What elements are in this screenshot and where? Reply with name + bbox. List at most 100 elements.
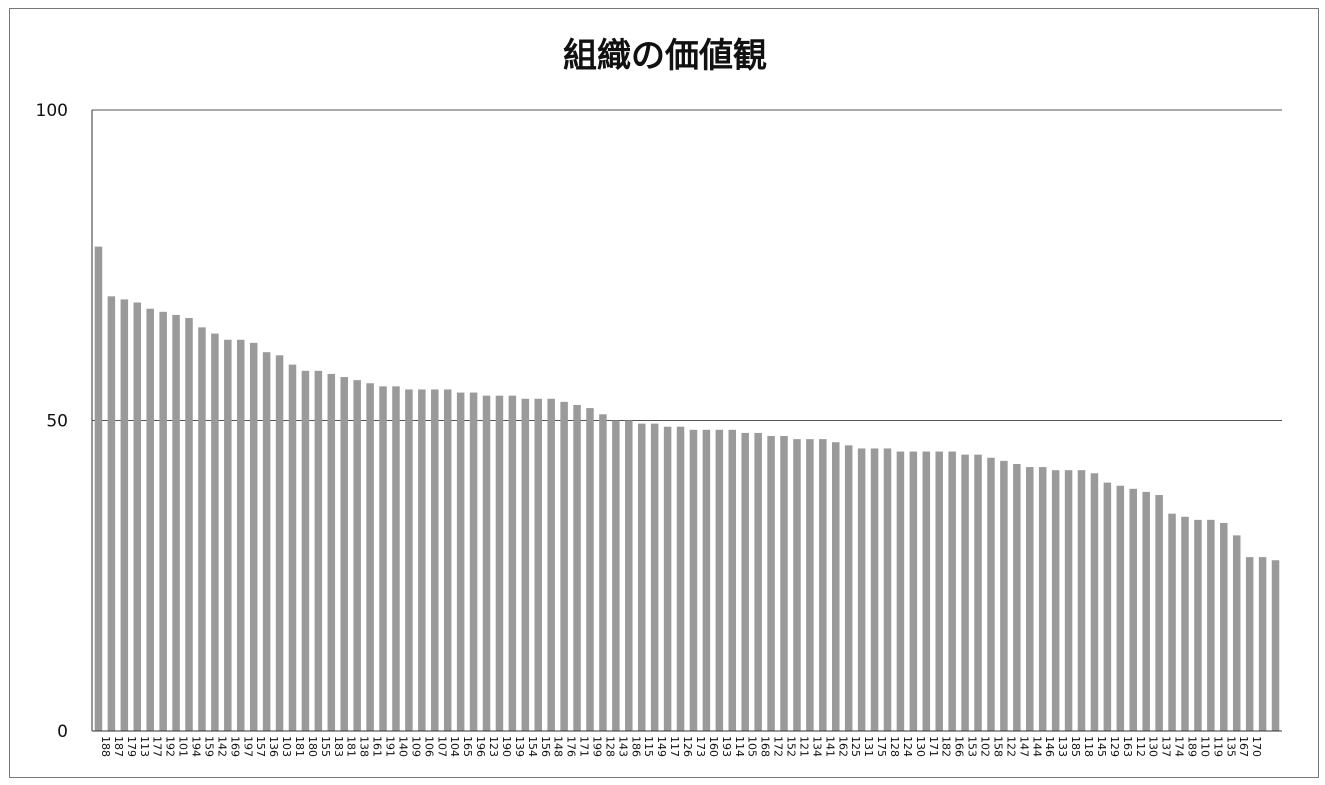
bar [521,398,530,731]
x-tick-label: 175 [875,736,888,757]
bar [249,342,258,731]
bar [1271,560,1280,731]
bar [612,420,620,731]
x-tick-label: 187 [112,736,125,757]
bar [961,454,969,731]
bar [353,380,361,731]
bar [870,448,879,731]
x-tick-label: 131 [862,736,875,757]
x-tick-label: 173 [694,736,707,757]
bar [1220,522,1228,731]
bar [844,445,853,731]
x-tick-label: 124 [901,736,914,757]
x-tick-label: 199 [590,736,603,757]
bar [637,423,646,731]
bar [728,429,737,731]
bar [262,352,271,731]
bar [159,311,167,731]
bar [275,355,284,731]
x-tick-label: 190 [500,736,513,757]
x-tick-label: 138 [358,736,371,757]
x-tick-label: 168 [759,736,772,757]
chart-title: 組織の価値観 [563,36,767,76]
x-tick-label: 135 [1224,736,1237,757]
x-tick-label: 122 [1004,736,1017,757]
bar [392,386,400,731]
bar [1026,467,1034,731]
x-tick-label: 140 [396,736,409,757]
bar [94,246,103,731]
x-tick-label: 159 [202,736,215,757]
bar [987,457,995,731]
bar [1051,470,1060,731]
x-tick-label: 161 [371,736,384,757]
bar [702,429,711,731]
bar [715,429,724,731]
x-tick-label: 143 [616,736,629,757]
bar [1013,463,1021,731]
bar [185,318,193,731]
bar [288,364,297,731]
x-tick-label: 114 [733,736,746,757]
x-tick-label: 102 [979,736,992,757]
x-tick-label: 146 [1043,736,1056,757]
x-tick-label: 152 [785,736,798,757]
bar [663,426,672,731]
grid-lines [92,109,1282,421]
bar [366,383,374,731]
bar [831,442,840,731]
x-tick-label: 144 [1030,736,1043,757]
bar [198,327,206,731]
bar [534,398,543,731]
bar [1245,557,1254,731]
x-tick-label: 129 [1108,736,1121,757]
bar [1090,473,1099,731]
bar [1103,482,1112,731]
bar [1207,519,1215,731]
x-tick-label: 115 [642,736,655,757]
y-axis-ticks: 100 50 0 [36,101,68,742]
x-tick-label: 118 [1082,736,1095,757]
bar [948,451,956,731]
bar [806,439,814,731]
x-tick-label: 165 [461,736,474,757]
bar [236,339,245,731]
x-tick-label: 149 [655,736,668,757]
x-tick-label: 189 [1185,736,1198,757]
bar [767,436,775,731]
bar [754,432,762,731]
bar [1258,557,1267,731]
bar [314,370,323,731]
x-tick-label: 170 [1250,736,1263,757]
x-tick-label: 154 [526,736,539,757]
x-tick-label: 107 [435,736,448,757]
x-tick-label: 176 [565,736,578,757]
bar [1129,488,1138,731]
bar [1194,519,1202,731]
x-tick-label: 117 [668,736,681,757]
x-tick-label: 186 [629,736,642,757]
bar [922,451,931,731]
bar [1077,470,1086,731]
bar [793,439,801,731]
bar [857,448,866,731]
bar [107,296,116,731]
bar [431,389,439,731]
bars [94,246,1280,731]
bar [120,299,129,731]
bar [1232,535,1241,731]
x-tick-label: 119 [1211,736,1224,757]
x-tick-label: 171 [927,736,940,757]
bar [625,420,633,731]
x-tick-label: 137 [1160,736,1173,757]
x-tick-label: 136 [267,736,280,757]
bar [650,423,659,731]
x-tick-label: 172 [772,736,785,757]
axes [91,110,1282,732]
x-tick-label: 153 [966,736,979,757]
x-tick-label: 162 [836,736,849,757]
x-tick-label: 103 [280,736,293,757]
x-tick-label: 141 [823,736,836,757]
x-tick-label: 113 [138,736,151,757]
